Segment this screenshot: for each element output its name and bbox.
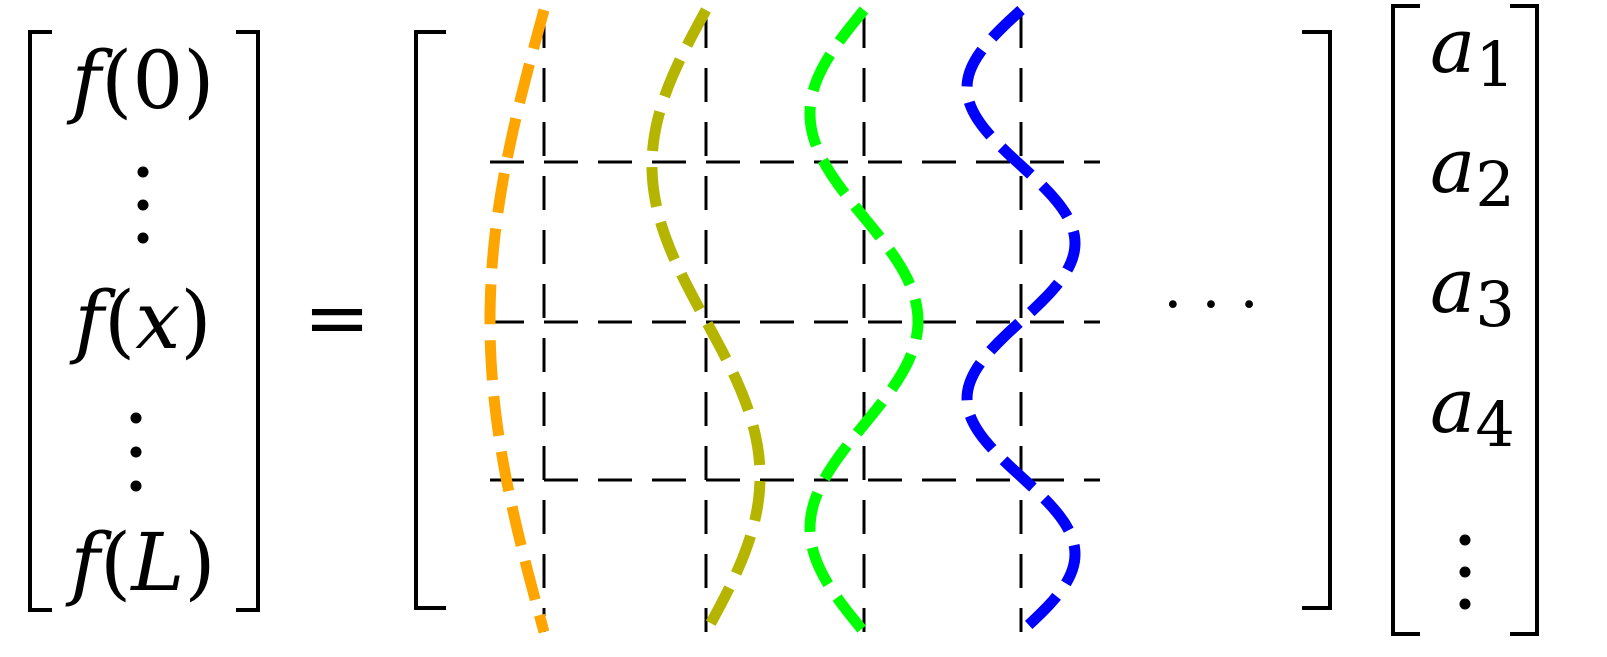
lhs-arg-2: L (129, 516, 184, 609)
equals-sign: = (303, 271, 370, 364)
lhs-entry-f0: f(0) (67, 34, 215, 127)
basis-curves (484, 5, 1081, 637)
matrix-ellipsis: · · · (1163, 270, 1258, 340)
lhs-arg-0: 0 (132, 34, 183, 127)
matrix-grid (490, 14, 1100, 632)
basis-curve-1 (484, 8, 550, 634)
basis-curve-4 (961, 5, 1081, 637)
matrix-right-bracket (1302, 30, 1332, 610)
lhs-vector: f(0) f(x) f(L) (28, 30, 260, 612)
coef-right-bracket (1510, 4, 1539, 636)
lhs-arg-1: x (135, 274, 180, 367)
lhs-entry-fx: f(x) (69, 274, 211, 367)
coef-left-bracket (1391, 4, 1420, 636)
coef-a1: a1 (1430, 1, 1515, 101)
coef-vdots (1459, 534, 1471, 610)
lhs-entry-fL: f(L) (65, 516, 215, 609)
coef-a3: a3 (1430, 241, 1515, 341)
basis-curve-2 (646, 7, 766, 635)
matrix-left-bracket (414, 30, 446, 610)
coefficient-vector: a1 a2 a3 a4 (1391, 1, 1539, 636)
coef-a4: a4 (1430, 361, 1515, 461)
lhs-vdots-upper (137, 166, 149, 244)
lhs-left-bracket (28, 30, 52, 612)
coef-a2: a2 (1430, 121, 1515, 221)
basis-curve-3 (804, 6, 924, 636)
lhs-right-bracket (236, 30, 260, 612)
basis-matrix: · · · (414, 5, 1332, 637)
lhs-vdots-lower (130, 412, 142, 492)
